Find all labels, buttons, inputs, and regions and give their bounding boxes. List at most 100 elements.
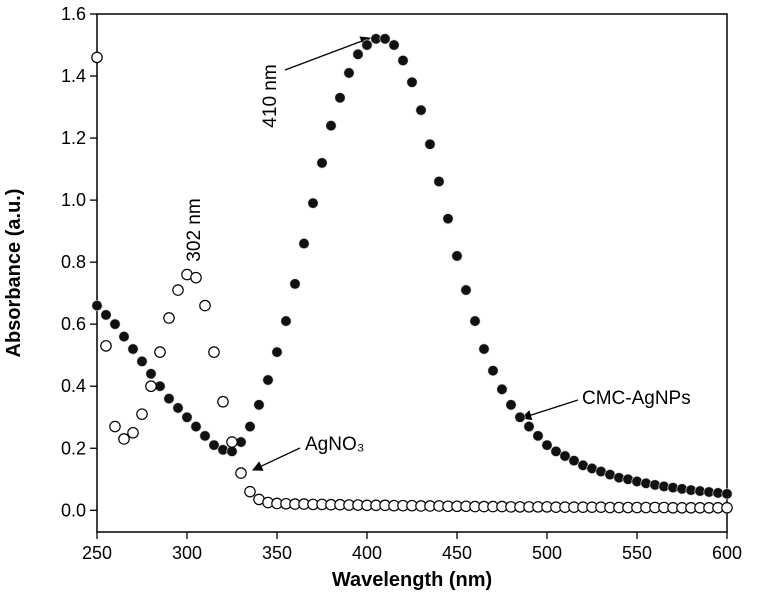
data-point [379,33,391,45]
data-point [280,315,292,327]
data-point [172,284,184,296]
data-point [658,480,670,492]
data-point [334,92,346,104]
data-point [217,395,229,408]
y-tick-label: 0.0 [61,500,86,520]
data-point [289,278,301,290]
data-point [721,502,733,514]
data-point [208,346,220,358]
data-point [298,238,310,250]
peak-label: 302 nm [184,198,205,261]
data-point [199,430,211,442]
data-point [109,318,121,330]
data-point [361,39,373,51]
data-point [91,300,103,312]
data-point [100,340,112,352]
data-point [424,138,436,150]
data-point [721,488,733,500]
data-point [127,343,139,355]
data-point [208,439,220,451]
data-point [190,421,202,433]
y-tick-label: 1.4 [61,66,86,86]
x-tick-label: 400 [352,543,382,563]
y-tick-label: 0.6 [61,314,86,334]
data-point [253,399,265,411]
data-point [397,55,409,67]
y-axis-title: Absorbance (a.u.) [3,189,25,358]
data-point [388,39,400,51]
data-point [145,368,157,380]
data-point [478,343,490,355]
data-point [667,482,679,494]
data-point [118,433,130,445]
data-point [415,104,427,116]
data-point [676,483,688,495]
y-tick-label: 0.4 [61,376,86,396]
annotation-arrow [252,447,301,471]
data-point [325,120,337,132]
annotation-arrow [521,399,579,421]
data-point [550,445,562,457]
data-point [172,402,184,414]
data-point [442,213,454,225]
series-label: AgNO₃ [305,434,364,455]
data-point [343,67,355,79]
data-point [469,315,481,327]
y-tick-label: 1.0 [61,190,86,210]
y-tick-label: 1.6 [61,4,86,24]
data-point [523,421,535,433]
data-point [532,430,544,442]
data-point [235,467,247,479]
data-point [460,284,472,296]
data-point [154,346,166,358]
data-point [316,157,328,169]
data-point [640,477,652,489]
x-axis-title: Wavelength (nm) [332,569,492,591]
x-tick-label: 550 [622,543,652,563]
data-point [118,331,130,343]
data-point [307,197,319,209]
data-point [226,436,238,448]
data-point [136,408,148,420]
y-tick-label: 0.8 [61,252,86,272]
data-point [127,426,139,439]
annotation-arrow [284,36,371,71]
data-point [514,411,526,423]
x-tick-label: 300 [172,543,202,563]
x-tick-label: 450 [442,543,472,563]
data-point [271,346,283,358]
data-point [136,355,148,367]
data-point [217,444,229,456]
data-point [163,312,175,324]
data-point [91,51,103,64]
data-point [199,299,211,312]
y-tick-label: 0.2 [61,438,86,458]
data-point [631,475,643,487]
data-point [145,380,157,393]
data-point [496,383,508,395]
data-point [559,450,571,462]
data-point [163,393,175,405]
x-tick-label: 350 [262,543,292,563]
data-point [622,473,634,485]
data-point [406,76,418,88]
data-point [505,399,517,411]
x-tick-label: 250 [82,543,112,563]
data-point [433,175,445,187]
data-point [568,455,580,467]
data-point [190,271,202,284]
data-point [244,485,256,498]
peak-label: 410 nm [260,64,281,127]
data-point [541,439,553,451]
data-point [352,48,364,60]
y-tick-label: 1.2 [61,128,86,148]
data-point [181,411,193,423]
data-point [262,374,274,386]
data-point [487,365,499,377]
data-point [613,472,625,484]
series-label: CMC-AgNPs [582,388,691,409]
x-tick-label: 600 [712,543,742,563]
data-point [451,250,463,262]
